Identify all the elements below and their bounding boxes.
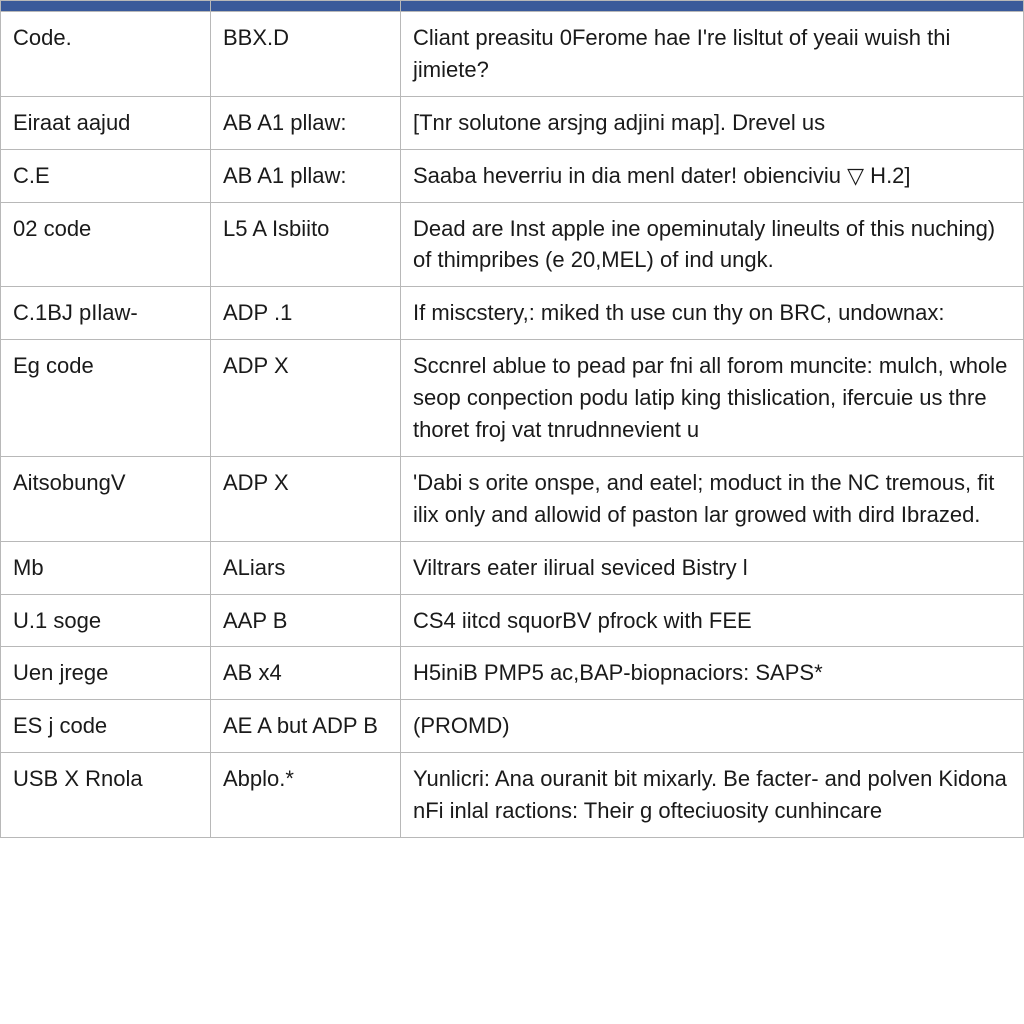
table-row: C.1BJ pIlaw- ADP .1 If miscstery,: miked… — [1, 287, 1024, 340]
cell-c1: Eg code — [1, 340, 211, 457]
data-table: Code. BBX.D Cliant preasitu 0Ferome hae … — [0, 0, 1024, 838]
table-row: USB X Rnola Abplo.* Yunlicri: Ana ourani… — [1, 753, 1024, 838]
cell-c3: Viltrars eater ilirual seviced Bistry l — [401, 541, 1024, 594]
cell-c2: AE A but ADP B — [211, 700, 401, 753]
cell-c1: Mb — [1, 541, 211, 594]
cell-c2: AB A1 pllaw: — [211, 149, 401, 202]
cell-c3: 'Dabi s orite onspe, and eatel; moduct i… — [401, 456, 1024, 541]
cell-c1: 02 code — [1, 202, 211, 287]
cell-c3: Cliant preasitu 0Ferome hae I're lisltut… — [401, 12, 1024, 97]
cell-c2: L5 A Isbiito — [211, 202, 401, 287]
cell-c1: C.1BJ pIlaw- — [1, 287, 211, 340]
cell-c3: Sccnrel ablue to pead par fni all forom … — [401, 340, 1024, 457]
table-row: Eg code ADP X Sccnrel ablue to pead par … — [1, 340, 1024, 457]
table-header — [1, 1, 1024, 12]
cell-c1: Code. — [1, 12, 211, 97]
cell-c1: Uen jrege — [1, 647, 211, 700]
cell-c3: Saaba heverriu in dia menl dater! obienc… — [401, 149, 1024, 202]
cell-c2: ADP X — [211, 340, 401, 457]
cell-c1: USB X Rnola — [1, 753, 211, 838]
col-header-2 — [211, 1, 401, 12]
cell-c2: Abplo.* — [211, 753, 401, 838]
table-row: Uen jrege AB x4 H5iniB PMP5 ac,BAP-biopn… — [1, 647, 1024, 700]
cell-c3: Dead are Inst apple ine opeminutaly line… — [401, 202, 1024, 287]
cell-c2: ALiars — [211, 541, 401, 594]
col-header-1 — [1, 1, 211, 12]
table-body: Code. BBX.D Cliant preasitu 0Ferome hae … — [1, 12, 1024, 838]
cell-c3: H5iniB PMP5 ac,BAP-biopnaciors: SAPS* — [401, 647, 1024, 700]
table-row: Mb ALiars Viltrars eater ilirual seviced… — [1, 541, 1024, 594]
table-row: C.E AB A1 pllaw: Saaba heverriu in dia m… — [1, 149, 1024, 202]
cell-c3: [Tnr solutone arsjng adjini map]. Drevel… — [401, 96, 1024, 149]
cell-c3: If miscstery,: miked th use cun thy on B… — [401, 287, 1024, 340]
cell-c1: C.E — [1, 149, 211, 202]
cell-c2: AB x4 — [211, 647, 401, 700]
table-row: ES j code AE A but ADP B (PROMD) — [1, 700, 1024, 753]
cell-c2: BBX.D — [211, 12, 401, 97]
cell-c1: AitsobungV — [1, 456, 211, 541]
table-row: 02 code L5 A Isbiito Dead are Inst apple… — [1, 202, 1024, 287]
cell-c2: AAP B — [211, 594, 401, 647]
table-row: AitsobungV ADP X 'Dabi s orite onspe, an… — [1, 456, 1024, 541]
table-row: Eiraat aajud AB A1 pllaw: [Tnr solutone … — [1, 96, 1024, 149]
cell-c3: Yunlicri: Ana ouranit bit mixarly. Be fa… — [401, 753, 1024, 838]
cell-c1: U.1 soge — [1, 594, 211, 647]
cell-c2: ADP X — [211, 456, 401, 541]
table-row: Code. BBX.D Cliant preasitu 0Ferome hae … — [1, 12, 1024, 97]
cell-c1: Eiraat aajud — [1, 96, 211, 149]
cell-c3: CS4 iitcd squorBV pfrock with FEE — [401, 594, 1024, 647]
cell-c2: AB A1 pllaw: — [211, 96, 401, 149]
cell-c1: ES j code — [1, 700, 211, 753]
table-row: U.1 soge AAP B CS4 iitcd squorBV pfrock … — [1, 594, 1024, 647]
col-header-3 — [401, 1, 1024, 12]
cell-c2: ADP .1 — [211, 287, 401, 340]
cell-c3: (PROMD) — [401, 700, 1024, 753]
